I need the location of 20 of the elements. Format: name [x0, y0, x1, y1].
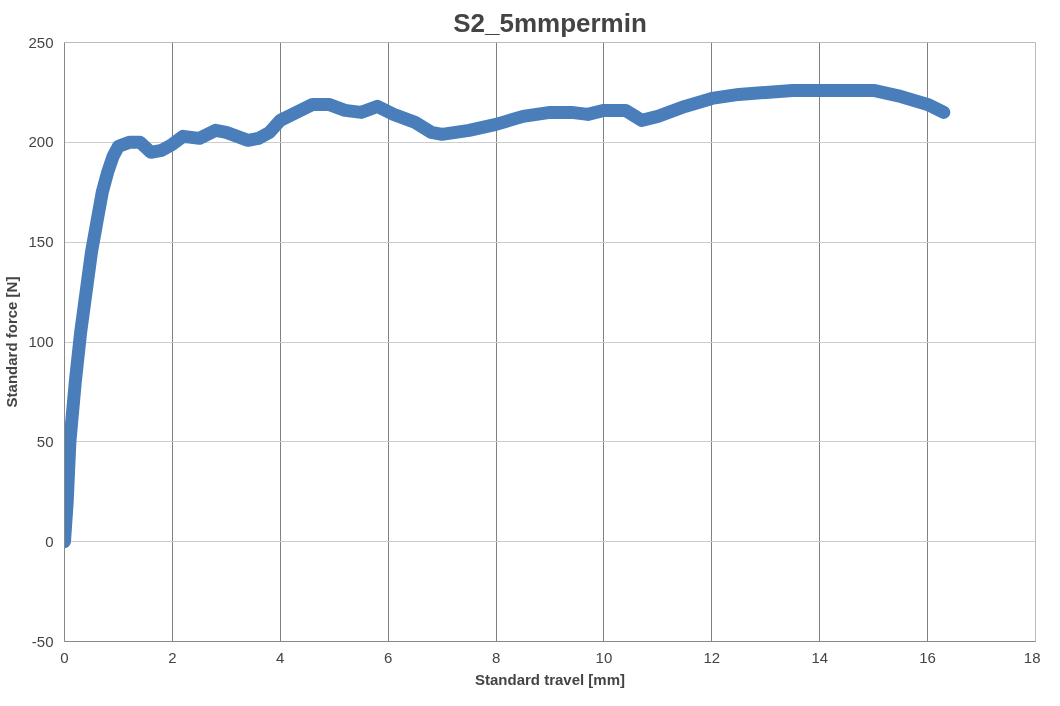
y-tick-label: -50: [31, 632, 54, 650]
x-tick-label: 0: [60, 648, 69, 666]
x-tick-label: 18: [1023, 648, 1041, 666]
y-tick-label: 200: [28, 133, 54, 151]
x-tick-label: 14: [811, 648, 829, 666]
y-tick-label: 150: [28, 233, 54, 251]
x-tick-label: 12: [703, 648, 721, 666]
y-tick-label: 0: [45, 532, 54, 550]
y-tick-label: 50: [36, 432, 54, 450]
x-axis-title: Standard travel [mm]: [474, 670, 626, 688]
y-tick-label: 250: [28, 33, 54, 51]
x-tick-label: 2: [168, 648, 177, 666]
y-axis-title: Standard force [N]: [3, 276, 21, 408]
y-tick-label: 100: [28, 333, 54, 350]
x-tick-label: 10: [595, 648, 613, 666]
x-tick-label: 8: [491, 648, 501, 666]
x-tick-label: 4: [276, 648, 285, 666]
x-tick-label: 6: [384, 648, 393, 666]
chart-title: S2_5mmpermin: [453, 7, 647, 38]
x-tick-label: 16: [919, 648, 936, 666]
